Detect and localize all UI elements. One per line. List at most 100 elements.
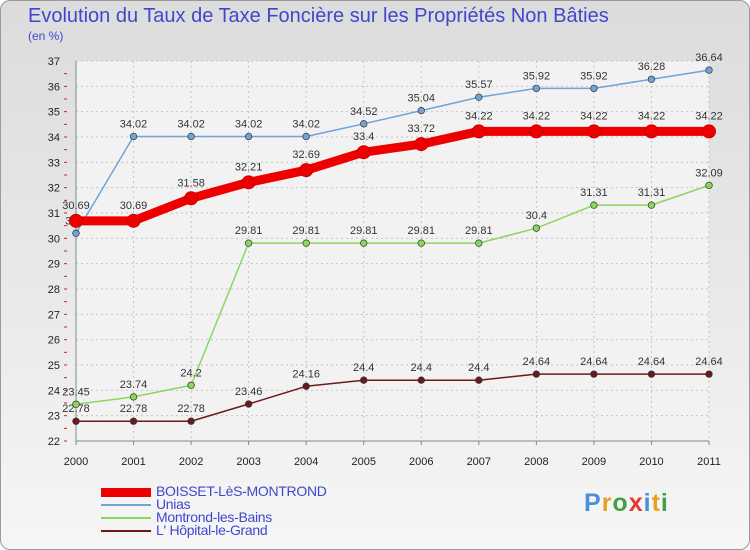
legend-label: L' Hôpital-le-Grand bbox=[156, 522, 268, 538]
data-label: 34.02 bbox=[292, 118, 320, 130]
x-tick-label: 2002 bbox=[179, 456, 203, 468]
series-boisset-l-s-montrond: 30.69 30.69 31.58 32.21 32.69 33.4 33.72 34.22 3… bbox=[62, 110, 723, 228]
data-label: 24.4 bbox=[411, 362, 432, 374]
data-point bbox=[244, 132, 253, 141]
data-point bbox=[532, 370, 541, 378]
y-tick-label: 28 bbox=[48, 284, 60, 296]
data-point bbox=[360, 239, 368, 247]
data-point bbox=[360, 120, 368, 128]
y-tick-label: 23 bbox=[48, 411, 60, 423]
data-point bbox=[529, 124, 544, 139]
data-point bbox=[244, 400, 253, 408]
data-point bbox=[475, 239, 483, 247]
legend-label: BOISSET-LèS-MONTROND bbox=[156, 483, 327, 499]
y-tick-label: 26 bbox=[48, 335, 60, 347]
x-tick-label: 2008 bbox=[524, 456, 548, 468]
series-l-h-pital-le-grand: 22.78 22.78 22.78 23.46 24.16 24.4 24.4 24.4 24.… bbox=[62, 356, 723, 425]
x-tick-label: 2006 bbox=[409, 456, 433, 468]
logo-letter: i bbox=[660, 489, 669, 517]
data-label: 35.57 bbox=[465, 79, 493, 91]
data-point bbox=[586, 124, 601, 139]
data-label: 34.52 bbox=[350, 106, 378, 118]
data-label: 22.78 bbox=[62, 403, 90, 415]
y-tick-label: 30 bbox=[48, 233, 60, 245]
data-point bbox=[705, 370, 713, 378]
logo-letter: t bbox=[651, 489, 661, 517]
data-label: 24.4 bbox=[353, 362, 374, 374]
data-label: 23.74 bbox=[120, 379, 148, 391]
legend-swatch bbox=[101, 504, 151, 506]
x-tick-label: 2001 bbox=[121, 456, 145, 468]
data-label: 29.81 bbox=[292, 225, 320, 237]
data-label: 34.22 bbox=[523, 110, 551, 122]
legend-swatch bbox=[101, 517, 151, 519]
logo-letter: P bbox=[584, 489, 602, 517]
data-label: 33.4 bbox=[353, 131, 374, 143]
y-tick-label: 34 bbox=[48, 132, 60, 144]
data-label: 34.22 bbox=[580, 110, 608, 122]
data-point bbox=[475, 376, 483, 384]
y-tick-label: 22 bbox=[48, 436, 60, 448]
data-point bbox=[187, 132, 195, 141]
data-label: 35.92 bbox=[580, 70, 608, 82]
series-line bbox=[75, 69, 710, 234]
data-label: 34.02 bbox=[177, 118, 205, 130]
x-tick-label: 2005 bbox=[351, 456, 375, 468]
data-point bbox=[299, 163, 314, 178]
data-point bbox=[184, 191, 199, 206]
data-label: 24.4 bbox=[468, 362, 489, 374]
y-tick-label: 35 bbox=[48, 107, 60, 119]
series-line bbox=[75, 184, 710, 406]
data-point bbox=[72, 229, 80, 237]
data-label: 32.21 bbox=[235, 161, 263, 173]
data-point bbox=[302, 239, 310, 247]
legend-swatch bbox=[101, 487, 151, 497]
data-point bbox=[302, 382, 310, 390]
data-point bbox=[590, 84, 598, 93]
legend-label: Unias bbox=[156, 496, 191, 512]
data-label: 36.64 bbox=[695, 52, 723, 64]
data-point bbox=[241, 175, 256, 190]
plot-area bbox=[76, 61, 709, 441]
legend-swatch bbox=[101, 530, 151, 532]
data-label: 34.02 bbox=[120, 118, 148, 130]
y-tick-label: 33 bbox=[48, 157, 60, 169]
data-point bbox=[471, 124, 486, 139]
data-label: 24.16 bbox=[292, 368, 320, 380]
data-point bbox=[244, 239, 253, 247]
y-tick-label: 29 bbox=[48, 259, 60, 271]
chart-subtitle: (en %) bbox=[28, 29, 64, 43]
data-point bbox=[647, 370, 656, 378]
y-tick-label: 25 bbox=[48, 360, 60, 372]
data-label: 24.64 bbox=[638, 356, 666, 368]
y-tick-label: 27 bbox=[48, 309, 60, 321]
data-label: 32.69 bbox=[292, 149, 320, 161]
data-label: 34.22 bbox=[638, 110, 666, 122]
data-label: 35.04 bbox=[408, 93, 436, 105]
data-point bbox=[126, 213, 141, 228]
data-label: 23.45 bbox=[62, 386, 90, 398]
y-tick-label: 36 bbox=[48, 81, 60, 93]
data-label: 31.31 bbox=[638, 187, 666, 199]
logo-letter: r bbox=[601, 489, 613, 517]
x-tick-label: 2010 bbox=[639, 456, 663, 468]
y-tick-label: 37 bbox=[48, 56, 60, 68]
data-label: 30.69 bbox=[62, 200, 90, 212]
data-point bbox=[417, 107, 425, 115]
data-label: 29.81 bbox=[350, 225, 378, 237]
data-point bbox=[129, 132, 138, 141]
data-label: 36.28 bbox=[638, 61, 666, 73]
data-label: 32.09 bbox=[695, 167, 723, 179]
data-point bbox=[702, 124, 716, 139]
data-label: 29.81 bbox=[465, 225, 493, 237]
data-label: 35.92 bbox=[523, 70, 551, 82]
data-point bbox=[417, 376, 425, 384]
data-label: 34.02 bbox=[235, 118, 263, 130]
data-point bbox=[360, 376, 368, 384]
data-label: 34.22 bbox=[695, 110, 723, 122]
data-point bbox=[590, 370, 598, 378]
data-point bbox=[532, 84, 541, 93]
data-point bbox=[705, 181, 713, 190]
data-point bbox=[647, 75, 656, 83]
